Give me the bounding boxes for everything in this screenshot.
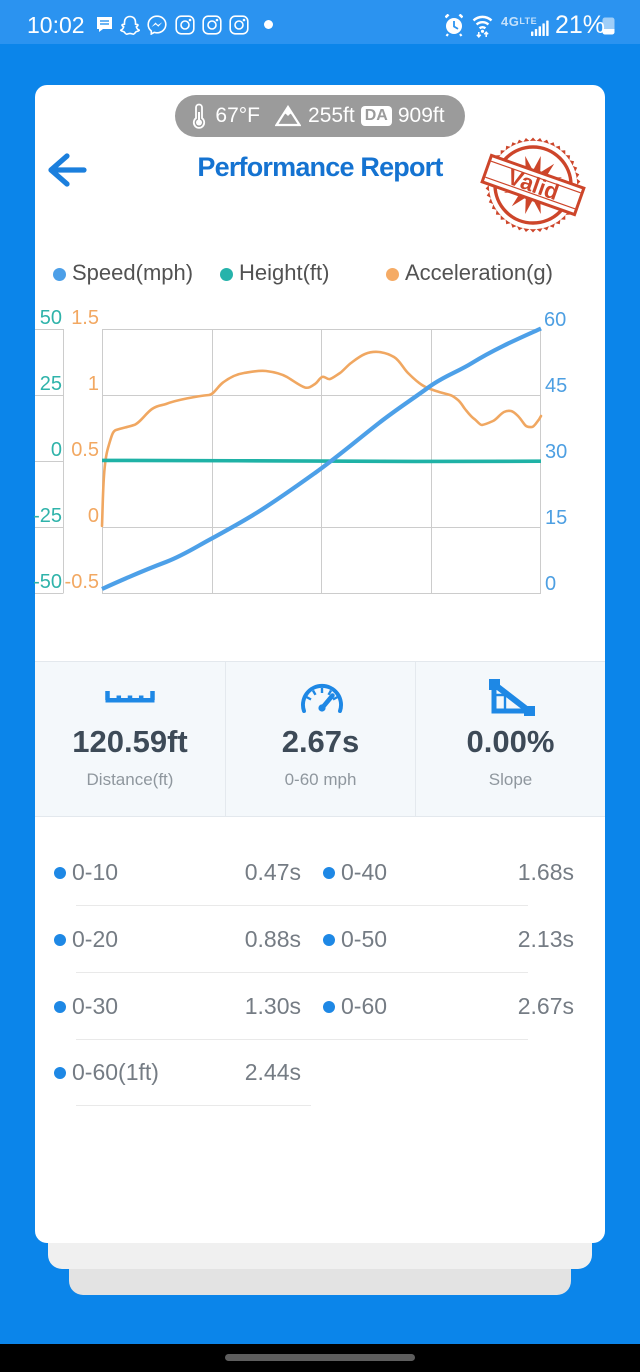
svg-text:50: 50 [40, 307, 62, 329]
svg-text:45: 45 [545, 375, 567, 397]
svg-text:15: 15 [545, 507, 567, 529]
svg-text:0.5: 0.5 [71, 439, 99, 461]
svg-text:-50: -50 [33, 571, 62, 593]
svg-text:-0.5: -0.5 [65, 571, 99, 593]
svg-text:25: 25 [40, 373, 62, 395]
svg-text:30: 30 [545, 441, 567, 463]
svg-text:1: 1 [88, 373, 99, 395]
svg-text:1.5: 1.5 [71, 307, 99, 329]
svg-text:0: 0 [545, 573, 556, 595]
svg-text:60: 60 [544, 309, 566, 331]
svg-text:-25: -25 [33, 505, 62, 527]
svg-text:0: 0 [51, 439, 62, 461]
svg-text:0: 0 [88, 505, 99, 527]
